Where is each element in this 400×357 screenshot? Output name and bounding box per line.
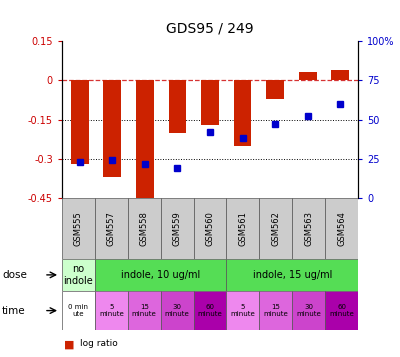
Text: 5
minute: 5 minute	[230, 304, 255, 317]
Text: no
indole: no indole	[64, 264, 93, 286]
Bar	[161, 198, 194, 259]
Bar	[62, 259, 95, 291]
Bar	[299, 72, 316, 80]
Bar	[104, 80, 121, 177]
Text: GSM560: GSM560	[206, 211, 214, 246]
Text: indole, 10 ug/ml: indole, 10 ug/ml	[121, 270, 200, 280]
Bar	[136, 80, 154, 201]
Bar	[71, 80, 89, 164]
Bar	[331, 70, 349, 80]
Text: log ratio: log ratio	[80, 339, 118, 348]
Text: GSM557: GSM557	[107, 211, 116, 246]
Text: indole, 15 ug/ml: indole, 15 ug/ml	[252, 270, 332, 280]
Bar	[128, 198, 161, 259]
Text: GSM564: GSM564	[337, 211, 346, 246]
Text: ■: ■	[64, 339, 74, 349]
Bar	[194, 291, 226, 330]
Bar	[234, 80, 252, 146]
Bar	[259, 291, 292, 330]
Bar	[168, 80, 186, 133]
Text: GDS95 / 249: GDS95 / 249	[166, 22, 254, 36]
Bar	[226, 259, 358, 291]
Text: GSM561: GSM561	[238, 211, 247, 246]
Bar	[266, 80, 284, 99]
Text: 30
minute: 30 minute	[296, 304, 321, 317]
Text: time: time	[2, 306, 26, 316]
Text: GSM562: GSM562	[271, 211, 280, 246]
Bar	[226, 291, 259, 330]
Bar	[62, 291, 95, 330]
Bar	[325, 198, 358, 259]
Bar	[292, 291, 325, 330]
Bar	[62, 198, 95, 259]
Text: GSM558: GSM558	[140, 211, 149, 246]
Bar	[95, 291, 128, 330]
Bar	[161, 291, 194, 330]
Bar	[194, 198, 226, 259]
Bar	[95, 198, 128, 259]
Text: 60
minute: 60 minute	[329, 304, 354, 317]
Text: GSM555: GSM555	[74, 211, 83, 246]
Text: 60
minute: 60 minute	[198, 304, 222, 317]
Bar	[325, 291, 358, 330]
Text: 0 min
ute: 0 min ute	[68, 304, 88, 317]
Bar	[226, 198, 259, 259]
Text: GSM559: GSM559	[173, 211, 182, 246]
Text: 30
minute: 30 minute	[165, 304, 190, 317]
Text: dose: dose	[2, 270, 27, 280]
Text: 15
minute: 15 minute	[264, 304, 288, 317]
Text: GSM563: GSM563	[304, 211, 313, 246]
Bar	[292, 198, 325, 259]
Bar	[259, 198, 292, 259]
Bar	[95, 259, 226, 291]
Text: 15
minute: 15 minute	[132, 304, 156, 317]
Text: 5
minute: 5 minute	[99, 304, 124, 317]
Bar	[128, 291, 161, 330]
Bar	[201, 80, 219, 125]
